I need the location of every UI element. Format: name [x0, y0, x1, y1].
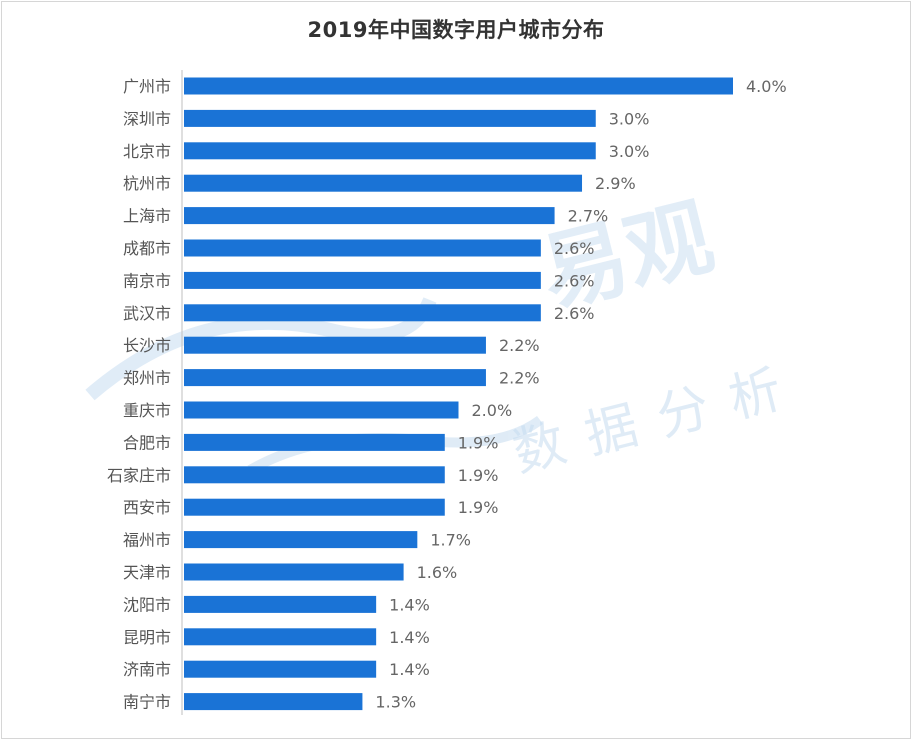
value-label: 1.9%	[458, 498, 499, 517]
bar	[184, 207, 555, 225]
value-label: 1.9%	[458, 433, 499, 452]
category-label: 沈阳市	[123, 595, 171, 614]
category-label: 郑州市	[123, 369, 171, 388]
category-label: 重庆市	[123, 401, 171, 420]
value-label: 2.6%	[554, 304, 595, 323]
category-label: 天津市	[123, 563, 171, 582]
bar	[184, 304, 541, 322]
bar	[184, 369, 486, 387]
value-label: 2.6%	[554, 271, 595, 290]
category-label: 杭州市	[123, 174, 171, 193]
category-label: 武汉市	[123, 304, 171, 323]
category-labels: 广州市深圳市北京市杭州市上海市成都市南京市武汉市长沙市郑州市重庆市合肥市石家庄市…	[107, 77, 171, 712]
value-label: 1.4%	[389, 628, 430, 647]
category-label: 石家庄市	[107, 466, 171, 485]
category-label: 昆明市	[123, 628, 171, 647]
category-label: 成都市	[123, 239, 171, 258]
value-label: 1.4%	[389, 595, 430, 614]
value-label: 3.0%	[609, 142, 650, 161]
bar	[184, 531, 418, 549]
value-label: 4.0%	[746, 77, 787, 96]
category-label: 南宁市	[123, 693, 171, 712]
value-labels: 4.0% 3.0% 3.0% 2.9% 2.7% 2.6% 2.6% 2.6% 2.2% 2.2%…	[375, 77, 786, 712]
bar	[184, 174, 583, 192]
value-label: 2.2%	[499, 369, 540, 388]
category-label: 长沙市	[123, 336, 171, 355]
category-label: 深圳市	[123, 109, 171, 128]
bar	[184, 109, 596, 127]
bar	[184, 271, 541, 289]
bar	[184, 336, 486, 354]
bar	[184, 401, 459, 419]
bar	[184, 433, 445, 451]
bar	[184, 693, 363, 711]
category-label: 合肥市	[123, 433, 171, 452]
value-label: 1.4%	[389, 660, 430, 679]
chart-title: 2019年中国数字用户城市分布	[307, 18, 605, 42]
bar	[184, 595, 377, 613]
category-label: 北京市	[123, 142, 171, 161]
bar	[184, 142, 596, 160]
category-label: 广州市	[123, 77, 171, 96]
value-label: 1.3%	[375, 693, 416, 712]
category-label: 南京市	[123, 271, 171, 290]
value-label: 2.9%	[595, 174, 636, 193]
bar	[184, 498, 445, 516]
value-label: 1.7%	[430, 531, 471, 550]
value-label: 1.9%	[458, 466, 499, 485]
bar	[184, 239, 541, 257]
bars-layer	[184, 77, 733, 711]
bar	[184, 77, 733, 95]
value-label: 2.0%	[472, 401, 513, 420]
category-label: 西安市	[123, 498, 171, 517]
value-label: 2.2%	[499, 336, 540, 355]
bar	[184, 466, 445, 484]
category-label: 上海市	[123, 207, 171, 226]
value-label: 1.6%	[417, 563, 458, 582]
bar	[184, 563, 404, 581]
category-label: 济南市	[123, 660, 171, 679]
bar	[184, 660, 377, 678]
value-label: 2.7%	[568, 207, 609, 226]
bar	[184, 628, 377, 646]
category-label: 福州市	[123, 531, 171, 550]
value-label: 2.6%	[554, 239, 595, 258]
value-label: 3.0%	[609, 109, 650, 128]
